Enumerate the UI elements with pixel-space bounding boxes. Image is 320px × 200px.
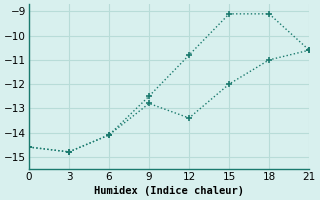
X-axis label: Humidex (Indice chaleur): Humidex (Indice chaleur) — [94, 186, 244, 196]
